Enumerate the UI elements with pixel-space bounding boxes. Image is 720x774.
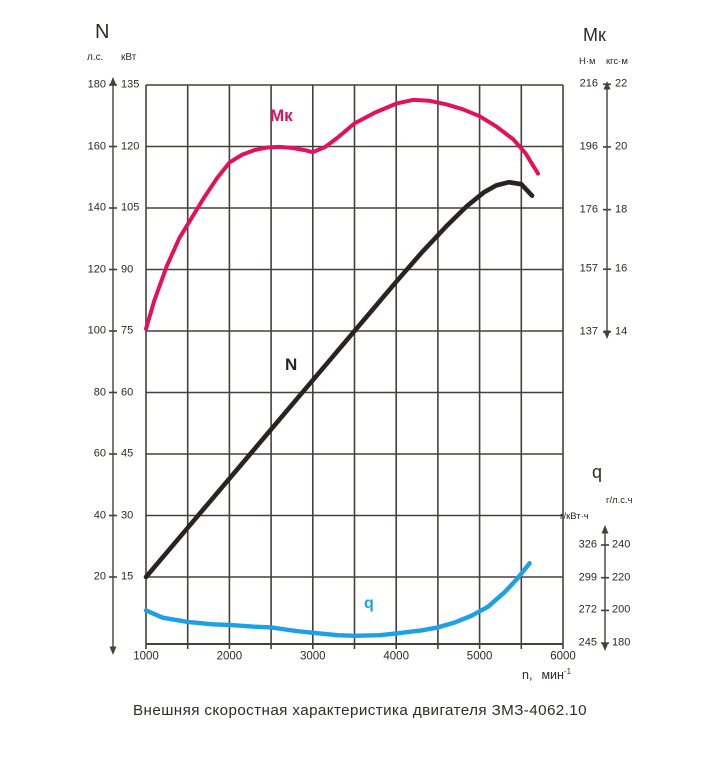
torque-axis-title: Мк [583,25,606,45]
torque-tick-nm: 196 [579,140,598,153]
power-tick-kw: 45 [121,447,134,460]
sfc-curve-label: q [364,595,374,612]
x-axis-exponent: -1 [563,667,572,676]
power-axis-unit-kw: кВт [121,52,137,63]
torque-curve [144,97,540,331]
power-tick-hp: 120 [87,263,106,275]
power-tick-hp: 40 [93,509,106,521]
power-tick-hp: 160 [87,140,106,152]
power-curve [143,179,535,580]
power-curve-label: N [285,355,298,374]
power-axis-title: N [95,21,110,43]
torque-tick-nm: 157 [579,262,598,275]
sfc-tick-ghph: 220 [612,571,631,584]
power-tick-hp: 80 [93,386,106,398]
sfc-axis-title: q [592,462,603,482]
sfc-axis-unit-ghph: г/л.с.ч [606,495,633,506]
power-tick-kw: 75 [121,324,134,337]
sfc-tick-gkwh: 299 [578,571,597,584]
x-tick: 3000 [300,650,326,663]
x-tick: 2000 [216,650,243,663]
sfc-curve [143,561,532,638]
x-tick: 4000 [383,650,409,663]
torque-tick-nm: 137 [579,325,598,338]
x-tick: 6000 [550,650,576,663]
power-tick-kw: 15 [121,570,134,583]
sfc-axis-unit-gkwh: г/кВт·ч [560,511,589,522]
power-axis-unit-hp: л.с. [87,52,104,63]
torque-tick-nm: 176 [579,203,598,216]
torque-curve-label: Мк [270,106,293,125]
torque-axis-unit-kgfm: кгс·м [606,56,628,67]
torque-tick-kgfm: 22 [615,77,628,90]
sfc-tick-ghph: 200 [612,603,631,616]
x-tick: 1000 [133,650,159,663]
power-tick-hp: 100 [87,324,106,337]
x-axis-unit-label: n, мин-1 [522,668,571,682]
power-tick-kw: 135 [121,78,140,91]
torque-tick-kgfm: 18 [615,203,628,216]
sfc-tick-ghph: 180 [612,636,631,649]
power-axis-line-arrow-down-icon [109,646,117,655]
torque-tick-nm: 216 [579,77,598,90]
power-axis-line-arrow-up-icon [109,77,117,86]
sfc-axis-line-arrow-up-icon [601,525,609,534]
sfc-tick-ghph: 240 [612,538,631,551]
torque-tick-kgfm: 14 [615,325,628,338]
torque-axis-unit-nm: Н·м [579,56,596,67]
power-tick-hp: 60 [93,447,106,460]
chart-caption: Внешняя скоростная характеристика двигат… [133,702,587,719]
sfc-tick-gkwh: 272 [578,603,597,616]
power-tick-hp: 140 [87,201,106,214]
torque-tick-kgfm: 16 [615,262,628,275]
x-axis-prefix: n, [522,668,533,683]
power-tick-kw: 90 [121,263,134,275]
sfc-tick-gkwh: 326 [578,538,597,551]
power-tick-kw: 120 [121,140,140,152]
power-tick-hp: 20 [93,570,106,583]
sfc-axis-line-arrow-down-icon [601,642,609,651]
torque-tick-kgfm: 20 [615,140,628,153]
power-tick-hp: 180 [87,78,106,91]
power-tick-kw: 105 [121,201,140,214]
x-axis-unit: мин [541,668,564,683]
power-tick-kw: 30 [121,509,134,521]
x-tick: 5000 [466,650,493,663]
power-tick-kw: 60 [121,386,134,398]
sfc-tick-gkwh: 245 [578,636,597,649]
torque-axis-line-arrow-up-icon [603,81,611,90]
